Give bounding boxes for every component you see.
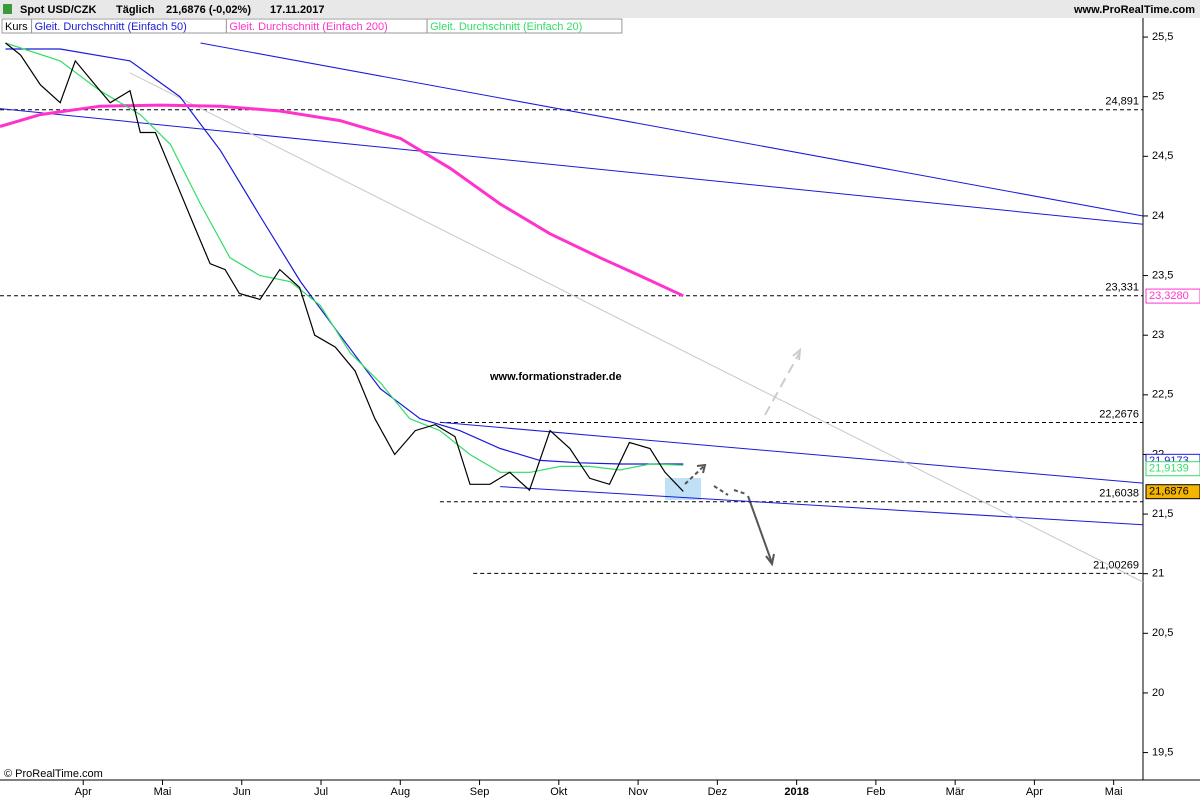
x-tick-label: Dez [708,786,728,798]
legend-entry: Gleit. Durchschnitt (Einfach 50) [35,21,187,33]
series-line [5,42,684,473]
x-tick-label: Aug [390,786,410,798]
price-tag [1145,461,1200,477]
arrows [684,347,802,567]
price-tag-label: 23,3280 [1149,290,1189,302]
x-tick-label: 2018 [784,786,808,798]
x-tick-label: Feb [866,786,885,798]
level-label: 23,331 [1105,282,1139,294]
y-tick-label: 25 [1152,91,1164,103]
last-quote: 21,6876 (-0,02%) [166,4,251,16]
y-tick-label: 21 [1152,568,1164,580]
x-tick-label: Mär [946,786,965,798]
legend-box [426,18,623,34]
interval: Täglich [116,4,155,16]
y-tick-label: 21,5 [1152,508,1173,520]
x-tick-label: Apr [1026,786,1043,798]
x-tick-label: Apr [75,786,92,798]
series-line [0,103,684,298]
trendline [200,42,1144,217]
y-tick-label: 23,5 [1152,269,1173,281]
x-tick-label: Mai [154,786,172,798]
price-tag-label: 21,6876 [1149,486,1189,498]
header-bar [0,0,1200,18]
legend: Kurs Gleit. Durchschnitt (Einfach 50) Glei… [1,18,623,34]
y-tick-label: 23 [1152,329,1164,341]
legend-entry: Kurs [5,21,28,33]
series-line [5,48,684,465]
y-tick-label: 24 [1152,210,1164,222]
trendline [0,108,1144,225]
trendline [500,486,1144,526]
y-tick-label: 24,5 [1152,150,1173,162]
copyright: © ProRealTime.com [4,768,103,780]
series-line [5,42,684,492]
x-tick-label: Jul [314,786,328,798]
y-tick-label: 22,5 [1152,389,1173,401]
y-tick-label: 19,5 [1152,746,1173,758]
chart-icon [3,4,12,14]
chart-title: Spot USD/CZK [20,4,96,16]
x-tick-label: Sep [470,786,490,798]
y-tick-label: 20 [1152,687,1164,699]
x-tick-label: Nov [628,786,648,798]
price-tag [1145,288,1200,304]
price-tag-label: 21,9139 [1149,463,1189,475]
x-tick-label: Jun [233,786,251,798]
y-tick-label: 25,5 [1152,31,1173,43]
highlight-box [665,478,701,500]
x-tick-label: Okt [550,786,567,798]
level-label: 21,00269 [1093,559,1139,571]
legend-entry: Gleit. Durchschnitt (Einfach 200) [229,21,387,33]
trendline [129,72,1144,583]
level-label: 21,6038 [1099,488,1139,500]
y-tick-label: 20,5 [1152,627,1173,639]
level-label: 24,891 [1105,96,1139,108]
price-tag [1145,484,1200,500]
trendline [439,421,1144,484]
x-tick-label: Mai [1105,786,1123,798]
legend-entry: Gleit. Durchschnitt (Einfach 20) [430,21,582,33]
level-label: 22,2676 [1099,408,1139,420]
source: www.ProRealTime.com [1073,4,1195,16]
date: 17.11.2017 [270,4,324,16]
watermark: www.formationstrader.de [489,371,622,383]
